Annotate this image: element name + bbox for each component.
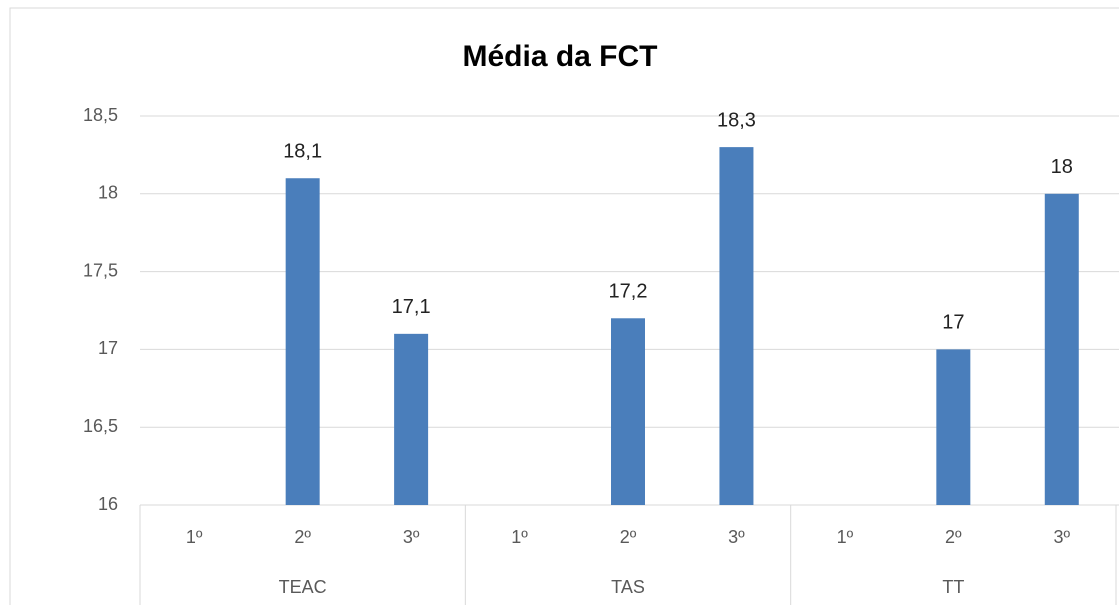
bar [719, 147, 754, 505]
x-tick-label: 2º [294, 527, 311, 547]
bar [611, 318, 645, 505]
bar [394, 333, 429, 505]
group-label: TAS [611, 577, 645, 597]
chart-title: Média da FCT [462, 40, 657, 73]
x-tick-label: 3º [403, 527, 420, 547]
y-tick-label: 16 [98, 494, 118, 514]
value-label: 18,1 [283, 141, 322, 163]
value-label: 17,2 [609, 281, 648, 303]
bar [936, 349, 971, 505]
x-tick-label: 1º [186, 527, 203, 547]
y-tick-label: 18,5 [83, 105, 118, 125]
x-tick-label: 2º [620, 527, 637, 547]
bar [1044, 193, 1079, 506]
value-label: 17,1 [392, 296, 431, 318]
x-tick-label: 1º [511, 527, 528, 547]
value-label: 18,3 [717, 109, 756, 131]
x-tick-label: 3º [728, 527, 745, 547]
x-tick-label: 1º [837, 527, 854, 547]
x-tick-label: 2º [945, 527, 962, 547]
group-label: TEAC [279, 577, 327, 597]
value-label: 18 [1051, 156, 1073, 178]
bar [285, 178, 320, 506]
y-tick-label: 18 [98, 183, 118, 203]
x-tick-label: 3º [1053, 527, 1070, 547]
group-label: TT [942, 577, 964, 597]
value-label: 17 [942, 312, 964, 334]
y-tick-label: 17,5 [83, 260, 118, 280]
chart-border [9, 7, 1119, 605]
y-tick-label: 17 [98, 338, 118, 358]
y-tick-label: 16,5 [83, 416, 118, 436]
